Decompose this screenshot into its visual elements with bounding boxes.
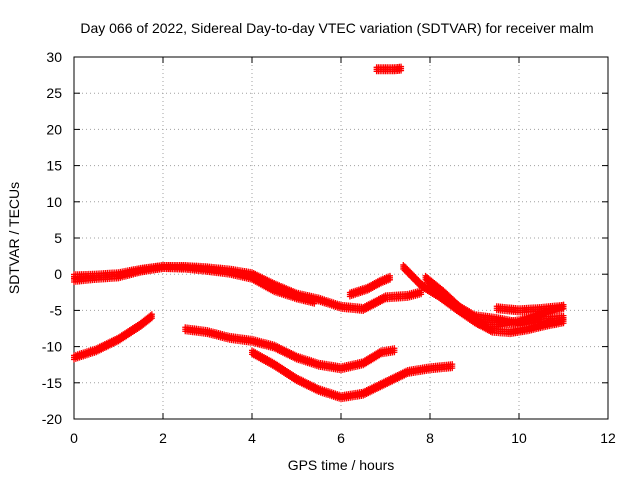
data-point: [391, 349, 398, 356]
y-tick-label: -10: [42, 339, 62, 355]
data-point: [148, 315, 155, 322]
data-points: [71, 63, 567, 403]
data-point: [418, 291, 425, 298]
y-tick-label: 5: [54, 230, 62, 246]
series-track-b: [71, 261, 318, 307]
y-tick-label: 0: [54, 266, 62, 282]
y-tick-label: -5: [50, 302, 63, 318]
y-tick-label: 10: [46, 194, 62, 210]
x-tick-label: 4: [248, 430, 256, 446]
y-tick-label: 25: [46, 85, 62, 101]
axis-ticks: 0 2 4 6 8 10 12 -20 -15 -10 -5 0 5 10 15 20 25 30: [42, 49, 616, 446]
data-point: [560, 305, 567, 312]
data-point: [386, 276, 393, 283]
data-point: [311, 300, 318, 307]
series-track-f: [427, 280, 567, 329]
y-tick-label: -15: [42, 375, 62, 391]
chart-title: Day 066 of 2022, Sidereal Day-to-day VTE…: [80, 20, 593, 36]
x-tick-label: 10: [511, 430, 527, 446]
data-point: [398, 67, 405, 74]
x-tick-label: 2: [159, 430, 167, 446]
y-tick-label: 30: [46, 49, 62, 65]
y-tick-label: 20: [46, 121, 62, 137]
y-axis-label: SDTVAR / TECUs: [6, 182, 22, 294]
series-track-k: [373, 63, 405, 75]
x-tick-label: 0: [70, 430, 78, 446]
series-track-g: [493, 301, 567, 316]
x-tick-label: 12: [600, 430, 616, 446]
series-track-i: [182, 324, 398, 374]
x-tick-label: 8: [426, 430, 434, 446]
data-point: [560, 316, 567, 323]
data-point: [449, 365, 456, 372]
series-track-j: [249, 347, 456, 403]
x-axis-label: GPS time / hours: [288, 457, 395, 473]
series-track-h: [71, 311, 155, 363]
y-tick-label: -20: [42, 411, 62, 427]
y-tick-label: 15: [46, 158, 62, 174]
series-track-c: [346, 272, 393, 300]
x-tick-label: 6: [337, 430, 345, 446]
